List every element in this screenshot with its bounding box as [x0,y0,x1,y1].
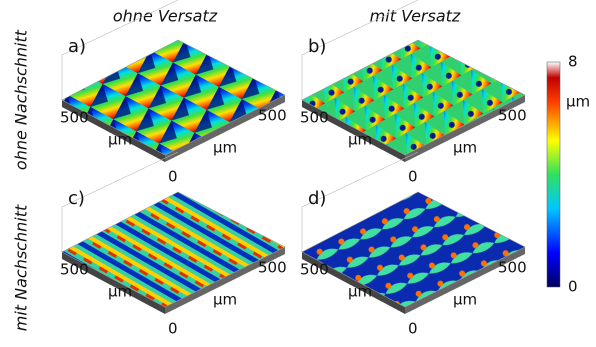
surface [302,40,525,155]
right-unit: µm [213,139,237,157]
colorbar [547,62,560,287]
column-header: mit Versatz [370,7,461,26]
row-header: mit Nachschnitt [12,204,31,331]
figure: ohne Versatz mit Versatz ohne Nachschnit… [0,0,596,347]
left-tick: 500 [300,109,329,127]
origin-tick: 0 [408,320,418,338]
left-tick: 500 [60,109,89,127]
right-tick: 500 [498,259,527,277]
surface-panel: b) 500 µm 500 µm 0 [300,0,527,186]
panel-label: a) [68,36,86,57]
right-unit: µm [213,291,237,309]
right-tick: 500 [258,107,287,125]
surface-panel: a) 500 µm 500 µm 0 [60,0,287,186]
surface [62,192,285,307]
left-unit: µm [348,131,372,149]
colorbar-min: 0 [568,278,578,296]
column-header: ohne Versatz [113,7,218,26]
origin-tick: 0 [168,320,178,338]
left-tick: 500 [60,261,89,279]
colorbar-max: 8 [568,53,578,71]
surface [62,40,285,155]
left-tick: 500 [300,261,329,279]
right-unit: µm [453,291,477,309]
origin-tick: 0 [408,168,418,186]
panel-label: c) [68,188,85,209]
surface [302,192,525,307]
left-unit: µm [348,283,372,301]
right-unit: µm [453,139,477,157]
panel-label: b) [308,36,326,57]
colorbar-unit: µm [566,93,590,111]
right-tick: 500 [258,259,287,277]
left-unit: µm [108,131,132,149]
panel-label: d) [308,188,326,209]
right-tick: 500 [498,107,527,125]
origin-tick: 0 [168,168,178,186]
left-unit: µm [108,283,132,301]
row-header: ohne Nachschnitt [12,29,31,170]
